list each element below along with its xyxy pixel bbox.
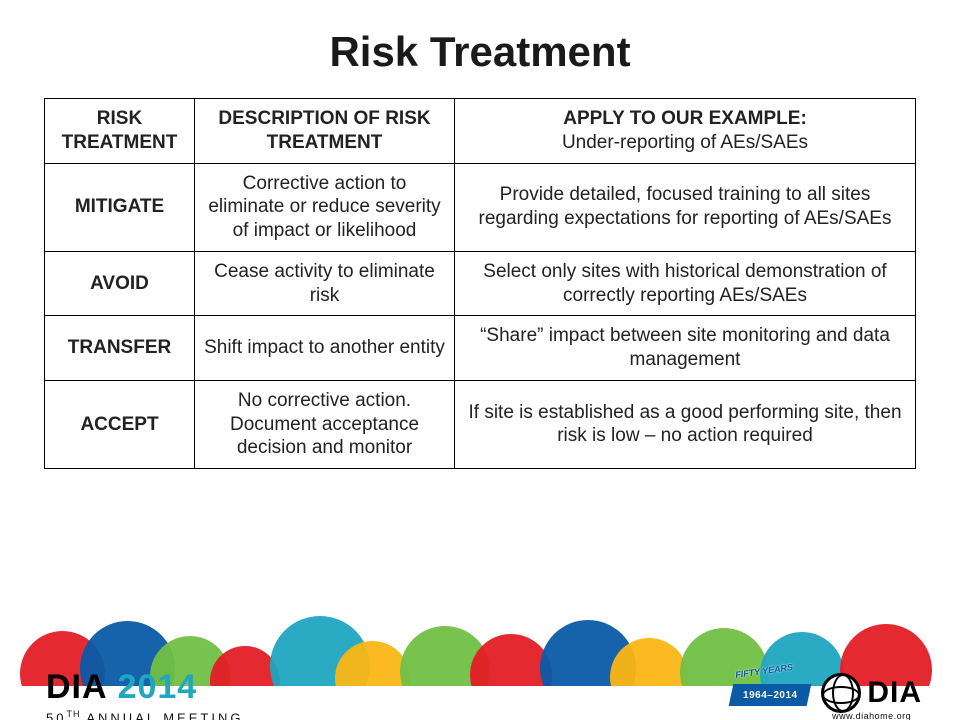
dia-type: DIA — [867, 676, 922, 710]
row-apply: “Share” impact between site monitoring a… — [455, 316, 916, 381]
table-row: TRANSFER Shift impact to another entity … — [45, 316, 916, 381]
dia-2014-logo: DIA 2014 50TH ANNUAL MEETING — [46, 668, 243, 720]
row-apply: Select only sites with historical demons… — [455, 251, 916, 316]
page-title: Risk Treatment — [0, 28, 960, 76]
row-label: MITIGATE — [45, 163, 195, 251]
footer-logos: DIA 2014 50TH ANNUAL MEETING FIFTY YEARS… — [0, 660, 960, 720]
fifty-years-badge: FIFTY YEARS — [735, 662, 794, 680]
table-row: AVOID Cease activity to eliminate risk S… — [45, 251, 916, 316]
annual-meeting-text: 50TH ANNUAL MEETING — [46, 709, 243, 720]
footer-banner: DIA 2014 50TH ANNUAL MEETING FIFTY YEARS… — [0, 596, 960, 720]
dia-2014-wordmark: DIA 2014 — [46, 668, 243, 707]
row-label: TRANSFER — [45, 316, 195, 381]
table-header-row: RISK TREATMENT DESCRIPTION OF RISK TREAT… — [45, 99, 916, 164]
col-risk-treatment: RISK TREATMENT — [45, 99, 195, 164]
table-row: ACCEPT No corrective action. Document ac… — [45, 380, 916, 468]
anniversary-ribbon: FIFTY YEARS 1964–2014 — [731, 670, 809, 720]
row-desc: Cease activity to eliminate risk — [195, 251, 455, 316]
subline-post: ANNUAL MEETING — [80, 711, 243, 720]
row-desc: No corrective action. Document acceptanc… — [195, 380, 455, 468]
ribbon-years: 1964–2014 — [731, 684, 809, 706]
col-apply-title: APPLY TO OUR EXAMPLE: — [463, 107, 907, 131]
row-desc: Shift impact to another entity — [195, 316, 455, 381]
row-desc: Corrective action to eliminate or reduce… — [195, 163, 455, 251]
row-label: AVOID — [45, 251, 195, 316]
globe-icon — [821, 673, 861, 713]
table-row: MITIGATE Corrective action to eliminate … — [45, 163, 916, 251]
col-description: DESCRIPTION OF RISK TREATMENT — [195, 99, 455, 164]
dia-home-logo: FIFTY YEARS 1964–2014 DIA www.diahome.or… — [731, 670, 922, 720]
row-label: ACCEPT — [45, 380, 195, 468]
risk-table: RISK TREATMENT DESCRIPTION OF RISK TREAT… — [44, 98, 916, 469]
subline-th: TH — [66, 709, 80, 719]
col-apply-example: APPLY TO OUR EXAMPLE: Under-reporting of… — [455, 99, 916, 164]
dia-mark-core: DIA — [821, 673, 922, 713]
dia-mark: DIA www.diahome.org — [821, 673, 922, 720]
row-apply: Provide detailed, focused training to al… — [455, 163, 916, 251]
row-apply: If site is established as a good perform… — [455, 380, 916, 468]
slide: Risk Treatment RISK TREATMENT DESCRIPTIO… — [0, 28, 960, 720]
dia-text: DIA — [46, 668, 108, 707]
col-apply-sub: Under-reporting of AEs/SAEs — [463, 131, 907, 155]
risk-table-wrap: RISK TREATMENT DESCRIPTION OF RISK TREAT… — [0, 98, 960, 469]
subline-pre: 50 — [46, 711, 66, 720]
year-text: 2014 — [118, 668, 198, 707]
